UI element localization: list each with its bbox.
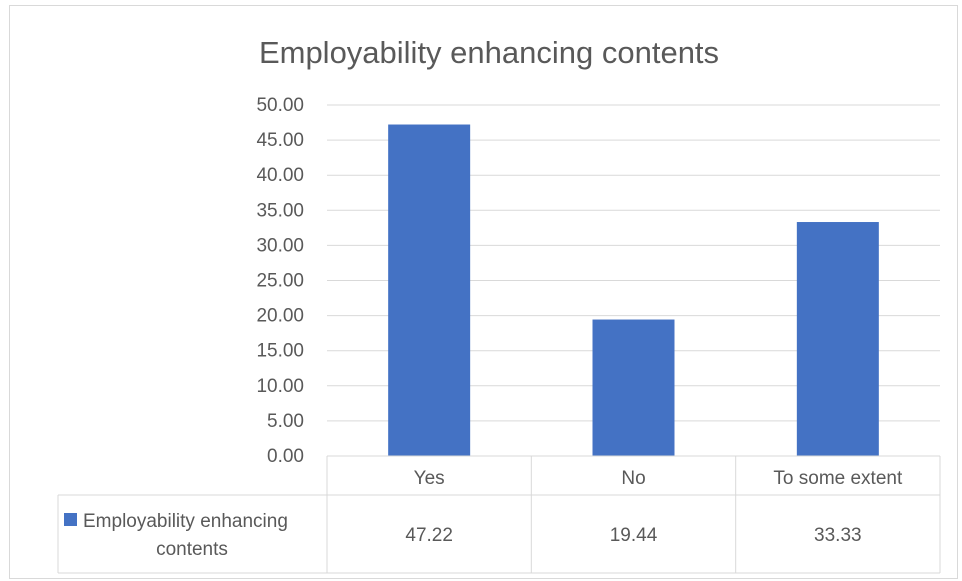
y-tick-label: 45.00 bbox=[256, 130, 304, 151]
data-table: Employability enhancing contents Yes 47.2… bbox=[57, 455, 941, 574]
bar bbox=[796, 222, 879, 456]
category-label: Yes bbox=[414, 468, 445, 489]
y-tick-label: 35.00 bbox=[256, 200, 304, 221]
bar bbox=[592, 319, 675, 456]
y-tick-label: 30.00 bbox=[256, 235, 304, 256]
y-tick-label: 5.00 bbox=[267, 411, 304, 432]
y-tick-label: 20.00 bbox=[256, 306, 304, 327]
y-tick-label: 10.00 bbox=[256, 376, 304, 397]
data-label: 19.44 bbox=[610, 525, 658, 546]
data-label: 33.33 bbox=[814, 525, 862, 546]
y-tick-label: 0.00 bbox=[267, 446, 304, 467]
category-label: No bbox=[621, 468, 645, 489]
bars bbox=[388, 124, 879, 457]
y-tick-label: 50.00 bbox=[256, 95, 304, 116]
bar bbox=[388, 124, 471, 457]
legend-series-name-line2: contents bbox=[156, 539, 228, 560]
legend-swatch bbox=[64, 513, 77, 526]
category-label: To some extent bbox=[773, 468, 903, 489]
data-label: 47.22 bbox=[405, 525, 453, 546]
legend-series-name-line1: Employability enhancing bbox=[83, 511, 288, 532]
chart-frame bbox=[9, 5, 958, 579]
y-tick-label: 25.00 bbox=[256, 271, 304, 292]
chart-title: Employability enhancing contents bbox=[259, 35, 719, 70]
y-axis-tick-labels: 0.00 5.00 10.00 15.00 20.00 25.00 30.00 35.00 40… bbox=[256, 95, 304, 467]
y-tick-label: 15.00 bbox=[256, 341, 304, 362]
y-tick-label: 40.00 bbox=[256, 165, 304, 186]
